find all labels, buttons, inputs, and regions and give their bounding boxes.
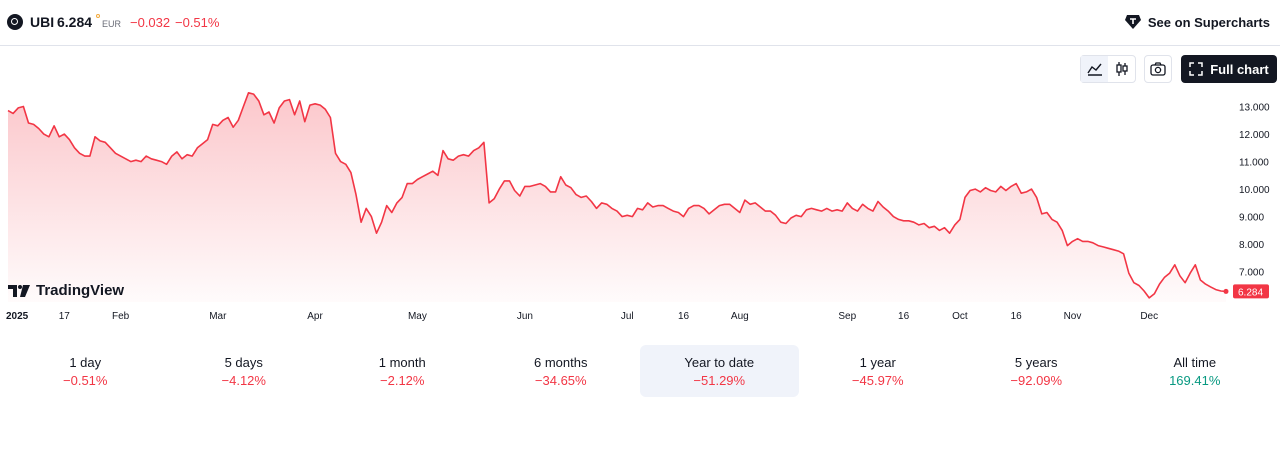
watermark-text: TradingView (36, 282, 125, 299)
period-label: 1 month (378, 355, 426, 370)
period-label: 5 days (224, 355, 263, 370)
x-tick-label: 17 (59, 311, 71, 322)
period-label: 5 years (1014, 355, 1058, 370)
last-price-badge-label: 6.284 (1238, 287, 1263, 298)
performance-periods: 1 day −0.51% 5 days −4.12% 1 month −2.12% 6 mo… (6, 345, 1274, 397)
candles-icon (1115, 62, 1128, 76)
period-label: 1 day (69, 355, 102, 370)
tradingview-logo-icon (8, 284, 30, 297)
x-tick-label: Nov (1064, 311, 1082, 322)
full-chart-button[interactable]: Full chart (1181, 55, 1277, 83)
x-tick-label: Sep (838, 311, 856, 322)
see-on-supercharts-link[interactable]: See on Supercharts (1124, 14, 1270, 30)
chart-style-toggle (1080, 55, 1136, 83)
y-tick-label: 12.000 (1239, 130, 1270, 141)
period-label: 6 months (534, 355, 588, 370)
period-change: −51.29% (693, 373, 746, 388)
price-change-percent: −0.51% (175, 15, 220, 30)
x-tick-label: Aug (731, 311, 749, 322)
period-change: −45.97% (851, 373, 904, 388)
period-tab[interactable]: 1 day −0.51% (6, 345, 165, 397)
camera-icon (1150, 62, 1166, 76)
period-change: −2.12% (380, 373, 425, 388)
area-chart-button[interactable] (1081, 56, 1108, 82)
x-tick-label: Feb (112, 311, 130, 322)
period-label: Year to date (684, 355, 755, 370)
period-tab[interactable]: 6 months −34.65% (482, 345, 641, 397)
snapshot-button[interactable] (1144, 55, 1172, 83)
tradingview-badge-icon (1124, 15, 1141, 29)
x-tick-label: Jun (517, 311, 533, 322)
last-price: 6.284 (57, 14, 93, 30)
period-tab[interactable]: 5 years −92.09% (957, 345, 1116, 397)
period-tab[interactable]: Year to date −51.29% (640, 345, 799, 397)
y-tick-label: 7.000 (1239, 268, 1264, 279)
period-tab[interactable]: 1 year −45.97% (799, 345, 958, 397)
period-change: −0.51% (63, 373, 108, 388)
period-change: −4.12% (221, 373, 266, 388)
y-tick-label: 10.000 (1239, 185, 1270, 196)
x-tick-label: Mar (209, 311, 227, 322)
y-tick-label: 13.000 (1239, 103, 1270, 114)
supercharts-label: See on Supercharts (1147, 14, 1270, 30)
tradingview-watermark: TradingView (8, 282, 124, 299)
fullscreen-icon (1189, 62, 1203, 76)
price-change: −0.032 (130, 15, 171, 30)
x-tick-label: Dec (1140, 311, 1158, 322)
x-tick-label: Jul (621, 311, 634, 322)
period-change: 169.41% (1169, 373, 1221, 388)
x-tick-label: 16 (1011, 311, 1023, 322)
period-tab[interactable]: 1 month −2.12% (323, 345, 482, 397)
full-chart-label: Full chart (1210, 61, 1269, 77)
period-change: −34.65% (534, 373, 587, 388)
period-tab[interactable]: All time 169.41% (1116, 345, 1275, 397)
period-change: −92.09% (1010, 373, 1063, 388)
x-tick-label: 16 (678, 311, 690, 322)
last-price-dot (1223, 288, 1229, 294)
candles-chart-button[interactable] (1108, 56, 1135, 82)
area-chart-icon (1086, 63, 1102, 76)
period-tab[interactable]: 5 days −4.12% (165, 345, 324, 397)
period-label: All time (1173, 355, 1217, 370)
symbol-name[interactable]: UBI (30, 14, 55, 30)
price-chart[interactable]: 13.000 12.000 11.000 10.000 9.000 8.000 7.000 6… (0, 90, 1280, 330)
price-area-fill (8, 92, 1226, 302)
y-tick-label: 11.000 (1239, 158, 1269, 169)
symbol-logo-icon (7, 14, 23, 30)
market-status-icon (96, 14, 100, 18)
y-tick-label: 8.000 (1239, 240, 1264, 251)
x-tick-label: Apr (307, 311, 323, 322)
x-tick-label: Oct (952, 311, 968, 322)
last-price-badge (1233, 284, 1269, 299)
price-series-line (7, 92, 1227, 299)
y-tick-label: 9.000 (1239, 213, 1264, 224)
x-tick-label: 2025 (6, 311, 29, 322)
symbol-header: UBI 6.284 EUR −0.032 −0.51% See on Super… (0, 0, 1280, 46)
currency-label: EUR (102, 19, 122, 29)
period-label: 1 year (859, 355, 896, 370)
x-tick-label: 16 (898, 311, 910, 322)
x-tick-label: May (408, 311, 427, 322)
